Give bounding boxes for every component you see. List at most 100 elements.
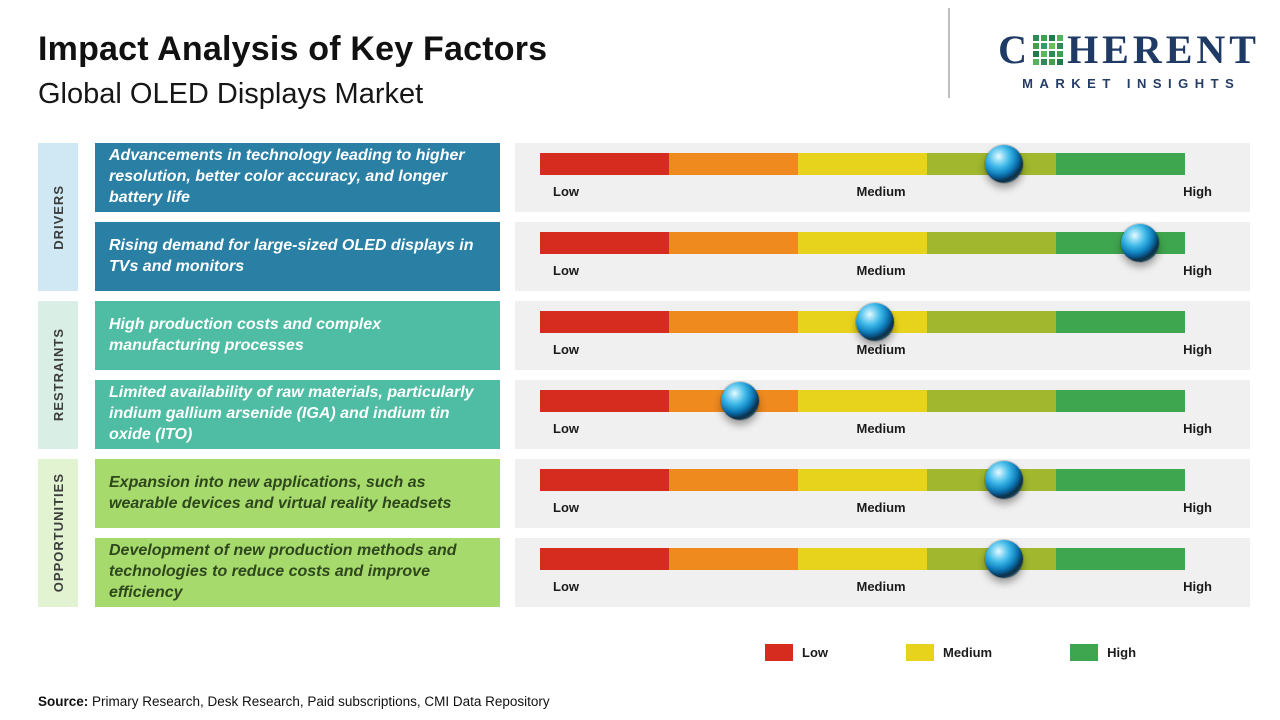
impact-marker	[1120, 224, 1159, 262]
impact-marker	[856, 303, 895, 341]
legend-label-medium: Medium	[943, 645, 993, 660]
brand-logo: C HERENT MARKET INSIGHTS	[998, 26, 1260, 91]
scale-labels: Low Medium High	[553, 263, 1212, 278]
impact-scale-panel: Low Medium High	[515, 459, 1250, 528]
factor-text: Limited availability of raw materials, p…	[109, 384, 474, 443]
impact-scale-panel: Low Medium High	[515, 143, 1250, 212]
scale-segment	[927, 232, 1056, 254]
factor-row: Limited availability of raw materials, p…	[95, 380, 1250, 449]
scale-segment	[798, 548, 927, 570]
scale-labels: Low Medium High	[553, 184, 1212, 199]
factor-row: Expansion into new applications, such as…	[95, 459, 1250, 528]
scale-label-high: High	[1183, 342, 1212, 357]
scale-segment	[1056, 390, 1185, 412]
scale-segment	[1056, 311, 1185, 333]
factor-box: Development of new production methods an…	[95, 538, 500, 607]
page-header: Impact Analysis of Key Factors Global OL…	[38, 30, 547, 111]
scale-segment	[669, 469, 798, 491]
factor-text: Development of new production methods an…	[109, 542, 457, 601]
scale-segment	[669, 548, 798, 570]
scale-label-low: Low	[553, 421, 579, 436]
scale-segment	[540, 469, 669, 491]
scale-label-medium: Medium	[856, 184, 906, 199]
scale-segment	[798, 469, 927, 491]
legend-label-high: High	[1107, 645, 1137, 660]
legend-item-high: High	[1070, 644, 1136, 661]
legend-label-low: Low	[802, 645, 828, 660]
scale-segment	[669, 311, 798, 333]
scale-label-low: Low	[553, 263, 579, 278]
impact-scale-panel: Low Medium High	[515, 380, 1250, 449]
impact-scale-panel: Low Medium High	[515, 538, 1250, 607]
group-label-restraints: RESTRAINTS	[50, 328, 66, 422]
impact-marker	[985, 540, 1024, 578]
impact-scale-panel: Low Medium High	[515, 301, 1250, 370]
scale-segment	[540, 311, 669, 333]
scale-segment	[1056, 469, 1185, 491]
group-strip-opportunities: OPPORTUNITIES	[38, 459, 78, 607]
impact-scale-bar	[540, 153, 1185, 175]
group-restraints: RESTRAINTS High production costs and com…	[38, 301, 1250, 449]
scale-label-low: Low	[553, 342, 579, 357]
group-opportunities: OPPORTUNITIES Expansion into new applica…	[38, 459, 1250, 607]
impact-scale-bar	[540, 390, 1185, 412]
scale-labels: Low Medium High	[553, 579, 1212, 594]
scale-segment	[669, 153, 798, 175]
scale-label-high: High	[1183, 184, 1212, 199]
impact-scale-bar	[540, 469, 1185, 491]
scale-labels: Low Medium High	[553, 342, 1212, 357]
impact-scale-panel: Low Medium High	[515, 222, 1250, 291]
impact-marker	[985, 461, 1024, 499]
scale-segment	[669, 232, 798, 254]
scale-labels: Low Medium High	[553, 500, 1212, 515]
scale-labels: Low Medium High	[553, 421, 1212, 436]
factor-row: Rising demand for large-sized OLED displ…	[95, 222, 1250, 291]
factor-text: High production costs and complex manufa…	[109, 315, 382, 354]
source-prefix: Source:	[38, 694, 89, 709]
logo-text-c: C	[998, 27, 1032, 72]
scale-label-high: High	[1183, 263, 1212, 278]
group-strip-restraints: RESTRAINTS	[38, 301, 78, 449]
legend: Low Medium High	[765, 644, 1136, 661]
scale-segment	[927, 390, 1056, 412]
scale-segment	[540, 548, 669, 570]
scale-label-medium: Medium	[856, 342, 906, 357]
scale-segment	[1056, 548, 1185, 570]
legend-item-medium: Medium	[906, 644, 992, 661]
factor-box: Rising demand for large-sized OLED displ…	[95, 222, 500, 291]
logo-mosaic-o-icon	[1032, 34, 1064, 66]
logo-text-herent: HERENT	[1067, 27, 1260, 72]
factor-text: Rising demand for large-sized OLED displ…	[109, 236, 474, 275]
source-text: Primary Research, Desk Research, Paid su…	[88, 694, 550, 709]
brand-logo-wordmark: C HERENT	[998, 26, 1260, 73]
factor-box: Advancements in technology leading to hi…	[95, 143, 500, 212]
scale-label-low: Low	[553, 579, 579, 594]
scale-segment	[798, 390, 927, 412]
page-title: Impact Analysis of Key Factors	[38, 30, 548, 68]
impact-marker	[720, 382, 759, 420]
impact-scale-bar	[540, 311, 1185, 333]
scale-segment	[540, 390, 669, 412]
scale-segment	[927, 311, 1056, 333]
legend-swatch-high	[1070, 644, 1099, 661]
factor-text: Advancements in technology leading to hi…	[109, 147, 465, 206]
scale-segment	[798, 153, 927, 175]
scale-label-high: High	[1183, 500, 1212, 515]
group-drivers: DRIVERS Advancements in technology leadi…	[38, 143, 1250, 291]
logo-tagline: MARKET INSIGHTS	[1022, 76, 1241, 91]
legend-swatch-medium	[906, 644, 934, 661]
impact-scale-bar	[540, 232, 1185, 254]
impact-scale-bar	[540, 548, 1185, 570]
group-label-drivers: DRIVERS	[50, 184, 66, 250]
scale-label-high: High	[1183, 579, 1212, 594]
scale-label-medium: Medium	[856, 579, 906, 594]
page-subtitle: Global OLED Displays Market	[38, 78, 424, 110]
impact-analysis-grid: DRIVERS Advancements in technology leadi…	[38, 143, 1250, 607]
scale-label-high: High	[1183, 421, 1212, 436]
legend-item-low: Low	[765, 644, 828, 661]
scale-label-low: Low	[553, 184, 579, 199]
factor-row: High production costs and complex manufa…	[95, 301, 1250, 370]
scale-label-low: Low	[553, 500, 579, 515]
factor-text: Expansion into new applications, such as…	[109, 473, 452, 512]
logo-divider	[948, 8, 950, 98]
